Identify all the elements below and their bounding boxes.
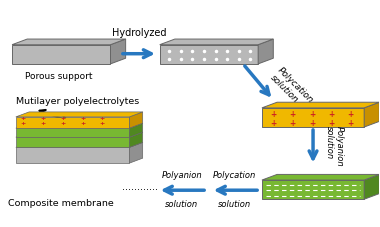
Polygon shape bbox=[12, 45, 111, 64]
Text: +: + bbox=[328, 110, 334, 119]
Polygon shape bbox=[16, 112, 142, 117]
Polygon shape bbox=[16, 142, 142, 147]
Polygon shape bbox=[262, 180, 364, 199]
Text: solution: solution bbox=[218, 200, 251, 209]
Polygon shape bbox=[262, 108, 364, 127]
Polygon shape bbox=[16, 132, 142, 137]
Polygon shape bbox=[364, 102, 379, 127]
Text: +: + bbox=[328, 119, 334, 128]
Text: +: + bbox=[60, 121, 65, 126]
Text: +: + bbox=[41, 116, 46, 121]
Text: +: + bbox=[60, 116, 65, 121]
Text: +: + bbox=[290, 110, 296, 119]
Text: Composite membrane: Composite membrane bbox=[8, 199, 114, 208]
Text: +: + bbox=[348, 110, 354, 119]
Text: +: + bbox=[348, 119, 354, 128]
Polygon shape bbox=[160, 39, 273, 45]
Text: +: + bbox=[309, 119, 315, 128]
Text: Polyanion
solution: Polyanion solution bbox=[325, 126, 344, 167]
Polygon shape bbox=[130, 142, 142, 163]
Text: +: + bbox=[41, 121, 46, 126]
Polygon shape bbox=[262, 102, 379, 108]
Text: Hydrolyzed: Hydrolyzed bbox=[112, 28, 166, 38]
Text: solution: solution bbox=[165, 200, 198, 209]
Polygon shape bbox=[16, 137, 130, 147]
Text: Porous support: Porous support bbox=[25, 72, 93, 81]
Text: Mutilayer polyelectrolytes: Mutilayer polyelectrolytes bbox=[16, 97, 139, 106]
Polygon shape bbox=[111, 39, 126, 64]
Polygon shape bbox=[16, 147, 130, 163]
Polygon shape bbox=[364, 174, 379, 199]
Text: ............: ............ bbox=[122, 182, 158, 192]
Polygon shape bbox=[160, 45, 258, 64]
Text: +: + bbox=[100, 116, 105, 121]
Text: +: + bbox=[270, 119, 276, 128]
Polygon shape bbox=[130, 112, 142, 128]
Polygon shape bbox=[258, 39, 273, 64]
Text: Polycation
solution: Polycation solution bbox=[268, 66, 315, 113]
Polygon shape bbox=[262, 174, 379, 180]
Text: +: + bbox=[80, 116, 85, 121]
Text: +: + bbox=[270, 110, 276, 119]
Polygon shape bbox=[16, 128, 130, 137]
Text: +: + bbox=[290, 119, 296, 128]
Text: +: + bbox=[100, 121, 105, 126]
Text: +: + bbox=[80, 121, 85, 126]
Text: +: + bbox=[21, 121, 26, 126]
Polygon shape bbox=[16, 123, 142, 128]
Polygon shape bbox=[16, 117, 130, 128]
Text: +: + bbox=[21, 116, 26, 121]
Polygon shape bbox=[130, 123, 142, 137]
Text: Polycation: Polycation bbox=[213, 171, 256, 180]
Text: +: + bbox=[309, 110, 315, 119]
Text: Polyanion: Polyanion bbox=[162, 171, 202, 180]
Polygon shape bbox=[12, 39, 126, 45]
Polygon shape bbox=[130, 132, 142, 147]
